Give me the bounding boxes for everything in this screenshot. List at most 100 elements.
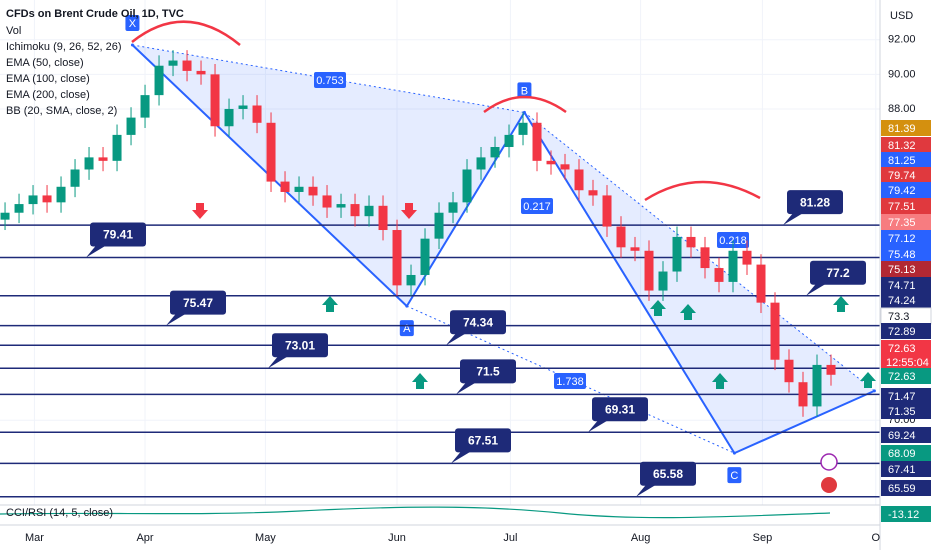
price-label-box [881, 403, 931, 419]
callout-box [455, 428, 511, 453]
candle-body [378, 205, 388, 231]
pattern-label: A [399, 320, 414, 337]
event-icon[interactable] [820, 453, 838, 471]
price-label-text: 72.63 [888, 371, 916, 383]
price-label: 77.51 [881, 198, 931, 214]
indicator-label-box [881, 506, 931, 522]
callout-box [460, 359, 516, 384]
chart-title: CFDs on Brent Crude Oil, 1D, TVC [6, 8, 184, 20]
candle-body [70, 169, 80, 187]
callout-text: 69.31 [605, 402, 635, 416]
candle-body [658, 271, 668, 291]
price-label-box [881, 445, 931, 461]
ratio-box [554, 373, 586, 389]
level-callout: 77.2 [806, 260, 866, 296]
price-label: 72.63 12:55:04 [881, 340, 931, 370]
candle-body [588, 190, 598, 196]
candle-body [490, 147, 500, 158]
ratio-text: 1.738 [556, 376, 584, 388]
callout-text: 77.2 [826, 266, 850, 280]
callout-text: 71.5 [476, 364, 500, 378]
candle-body [770, 302, 780, 360]
callout-pointer [446, 333, 466, 346]
price-label-text: 71.35 [888, 406, 916, 418]
ratio-label: 0.217 [521, 198, 553, 214]
price-label-box [881, 368, 931, 384]
price-label-box [881, 480, 931, 496]
pattern-label-text: X [129, 18, 137, 30]
price-label: 74.24 [881, 292, 931, 308]
candle-body [140, 95, 150, 118]
pattern-point [732, 451, 736, 455]
price-label: 73.3 [880, 307, 932, 325]
price-label-box [881, 152, 931, 168]
candle-body [448, 202, 458, 213]
pattern-label: C [727, 467, 742, 484]
candle-body [756, 264, 766, 303]
price-label: 75.48 [881, 246, 931, 262]
candle-body [434, 212, 444, 239]
price-label-box [881, 137, 931, 153]
callout-pointer [456, 382, 476, 395]
callout-box [450, 310, 506, 335]
price-label-text: 67.41 [888, 464, 916, 476]
ratio-label: 1.738 [554, 373, 586, 389]
candle-body [518, 122, 528, 135]
candle-body [350, 204, 360, 217]
candle-body [98, 157, 108, 161]
legend-item: EMA (200, close) [6, 89, 90, 101]
candle-body [294, 186, 304, 192]
price-label-box [881, 182, 931, 198]
price-label: 77.12 [881, 230, 931, 246]
candle-body [462, 169, 472, 203]
price-label-text: 65.59 [888, 483, 916, 495]
price-label-box [881, 120, 931, 136]
arrows-up [322, 296, 876, 389]
candle-body [84, 157, 94, 170]
price-label-box [881, 167, 931, 183]
pattern-point [130, 43, 134, 47]
candle-body [630, 247, 640, 251]
candle-body [126, 117, 136, 135]
x-tick-label: Mar [25, 532, 44, 544]
candle-body [728, 250, 738, 282]
ratio-box [314, 72, 346, 88]
level-callout: 69.31 [588, 397, 648, 433]
price-label-box [881, 261, 931, 277]
candle-body [476, 157, 486, 170]
candle-body [420, 238, 430, 275]
callout-pointer [166, 313, 186, 326]
candle-body [714, 268, 724, 282]
arrow-down [401, 203, 417, 219]
price-label-text: 81.25 [888, 155, 916, 167]
candle-body [406, 274, 416, 286]
price-label-box [881, 427, 931, 443]
level-callout: 74.34 [446, 310, 506, 346]
candle-body [196, 70, 206, 75]
price-label-text: 75.13 [888, 264, 916, 276]
pattern-label-box [399, 320, 414, 337]
candle-body [574, 169, 584, 191]
pattern-point [522, 110, 526, 114]
candle-body [154, 65, 164, 96]
ratio-text: 0.217 [523, 201, 551, 213]
price-label: 72.89 [881, 323, 931, 339]
callout-text: 79.41 [103, 228, 133, 242]
candles [0, 50, 836, 417]
candle-body [686, 236, 696, 248]
pattern-label-box [727, 467, 742, 484]
price-label-box [881, 214, 931, 230]
price-label: 75.13 [881, 261, 931, 277]
price-label: 81.39 [881, 120, 931, 136]
legend: CFDs on Brent Crude Oil, 1D, TVC Vol Ichi… [6, 8, 184, 117]
flag-icon[interactable] [821, 477, 837, 493]
candle-body [616, 226, 626, 248]
x-tick-label: Aug [631, 532, 651, 544]
lower-pane-title: CCI/RSI (14, 5, close) [6, 507, 113, 519]
candle-body [266, 122, 276, 182]
price-label: 68.09 [881, 445, 931, 461]
price-label: 79.74 [881, 167, 931, 183]
callout-text: 65.58 [653, 467, 683, 481]
candle-body [364, 205, 374, 217]
